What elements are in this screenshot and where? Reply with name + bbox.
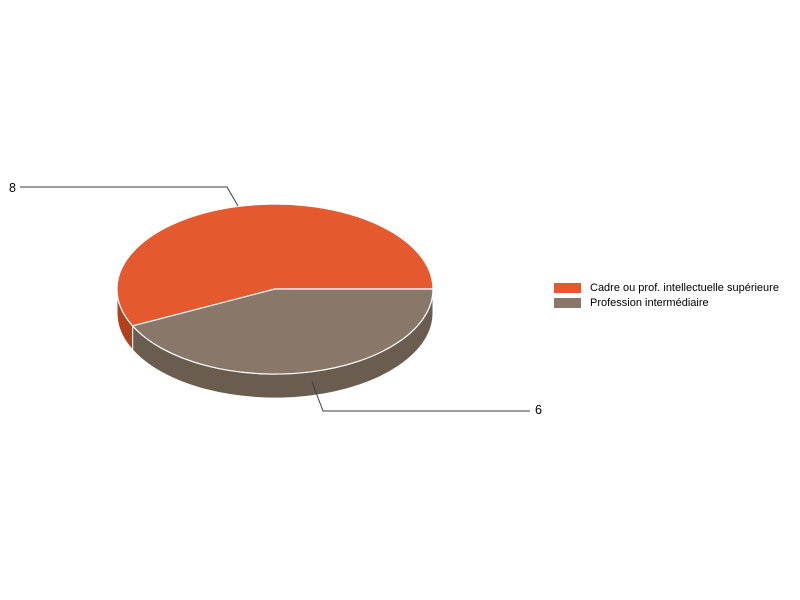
legend-label-cadre: Cadre ou prof. intellectuelle supérieure <box>590 282 779 294</box>
legend-item-profession-intermediaire: Profession intermédiaire <box>554 297 779 309</box>
legend-label-profession-intermediaire: Profession intermédiaire <box>590 297 709 309</box>
pie-slice-cadre <box>116 203 434 327</box>
data-label-cadre: 8 <box>9 181 16 195</box>
legend-swatch-profession-intermediaire-icon <box>554 298 581 308</box>
chart-legend: Cadre ou prof. intellectuelle supérieure… <box>554 282 779 309</box>
leader-line-cadre <box>20 186 239 207</box>
pie-slice-profession-intermediaire <box>132 288 434 375</box>
legend-swatch-cadre-icon <box>554 283 581 293</box>
data-label-profession-intermediaire: 6 <box>535 403 542 417</box>
legend-item-cadre: Cadre ou prof. intellectuelle supérieure <box>554 282 779 294</box>
leader-line-profession-intermediaire <box>311 381 530 412</box>
